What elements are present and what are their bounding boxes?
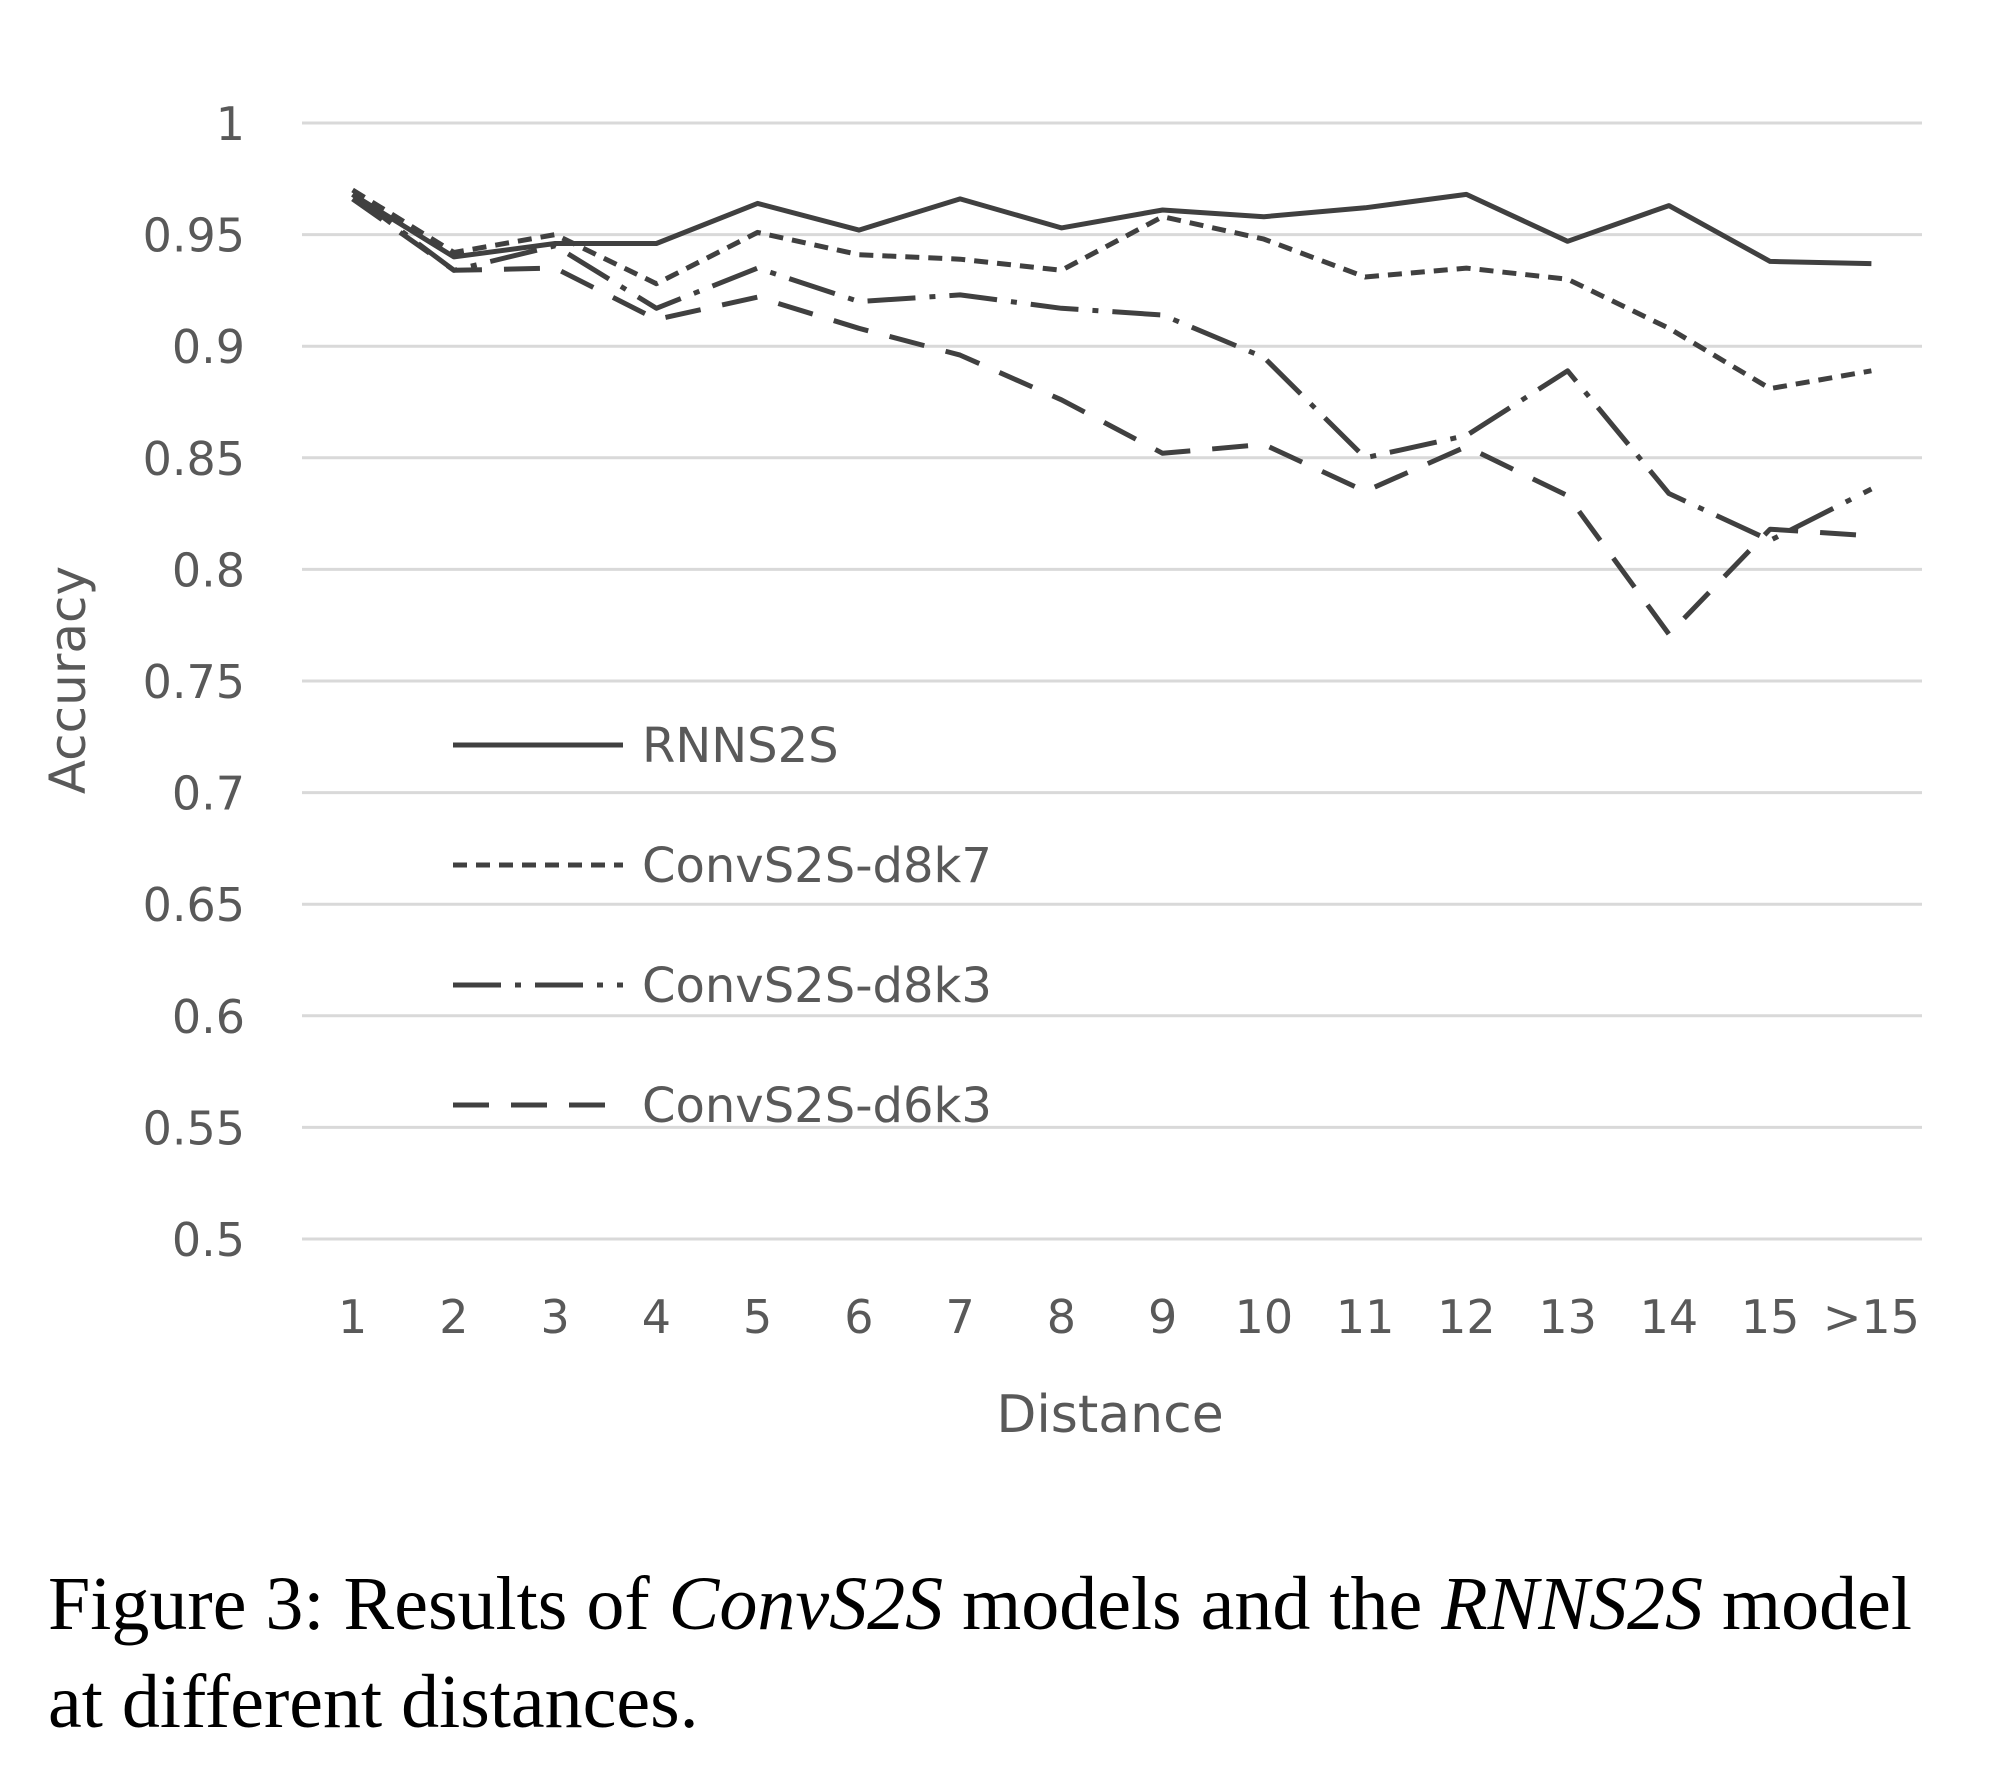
series-line-ConvS2S-d8k7 <box>351 187 1872 392</box>
x-tick-label: 10 <box>1235 1290 1294 1344</box>
y-tick-label: 0.7 <box>172 767 245 821</box>
x-tick-label: 1 <box>338 1290 367 1344</box>
x-tick-label: 8 <box>1047 1290 1076 1344</box>
x-tick-label: >15 <box>1823 1290 1920 1344</box>
figure-caption: Figure 3: Results of ConvS2S models and … <box>48 1555 1968 1751</box>
y-tick-label: 0.85 <box>143 432 245 486</box>
x-tick-label: 13 <box>1538 1290 1597 1344</box>
series-lines <box>351 187 1873 637</box>
legend: RNNS2S ConvS2S-d8k7 ConvS2S-d8k3 ConvS2S-d6… <box>453 718 992 1134</box>
y-tick-label: 0.75 <box>143 655 245 709</box>
x-tick-label: 15 <box>1741 1290 1800 1344</box>
y-tick-label: 0.9 <box>172 320 245 374</box>
caption-middle: models and the <box>943 1562 1442 1646</box>
series-line-ConvS2S-d6k3 <box>351 196 1872 637</box>
x-axis-title: Distance <box>996 1385 1223 1445</box>
y-tick-label: 0.95 <box>143 209 245 263</box>
x-tick-label: 7 <box>945 1290 974 1344</box>
series-line-ConvS2S-d8k3 <box>351 192 1873 543</box>
caption-model-a: ConvS2S <box>668 1562 944 1646</box>
x-tick-label: 12 <box>1437 1290 1496 1344</box>
x-tick-label: 3 <box>540 1290 569 1344</box>
x-tick-label: 14 <box>1640 1290 1699 1344</box>
x-axis-ticks: 1 2 3 4 5 6 7 8 9 10 11 12 13 14 15 >15 <box>338 1290 1920 1344</box>
y-axis-title: Accuracy <box>39 566 97 794</box>
legend-label: ConvS2S-d8k7 <box>642 838 992 894</box>
caption-suffix: model at different distances. <box>48 1562 1912 1744</box>
legend-label: ConvS2S-d8k3 <box>642 958 992 1014</box>
y-tick-label: 0.55 <box>143 1101 245 1155</box>
y-tick-label: 0.65 <box>143 878 245 932</box>
y-tick-label: 1 <box>216 97 245 151</box>
caption-prefix: Figure 3: Results of <box>48 1562 669 1646</box>
series-line-RNNS2S <box>351 191 1872 267</box>
legend-label: ConvS2S-d6k3 <box>642 1078 992 1134</box>
y-tick-label: 0.8 <box>172 543 245 597</box>
x-tick-label: 2 <box>439 1290 468 1344</box>
caption-model-b: RNNS2S <box>1441 1562 1704 1646</box>
y-axis-ticks: 0.5 0.55 0.6 0.65 0.7 0.75 0.8 0.85 0.9 0.95 1 <box>143 97 245 1267</box>
x-tick-label: 9 <box>1148 1290 1177 1344</box>
x-tick-label: 5 <box>743 1290 772 1344</box>
legend-label: RNNS2S <box>642 718 839 774</box>
x-tick-label: 6 <box>844 1290 873 1344</box>
x-tick-label: 4 <box>642 1290 671 1344</box>
x-tick-label: 11 <box>1336 1290 1395 1344</box>
y-tick-label: 0.6 <box>172 990 245 1044</box>
gridlines <box>302 121 1922 1241</box>
y-tick-label: 0.5 <box>172 1213 245 1267</box>
